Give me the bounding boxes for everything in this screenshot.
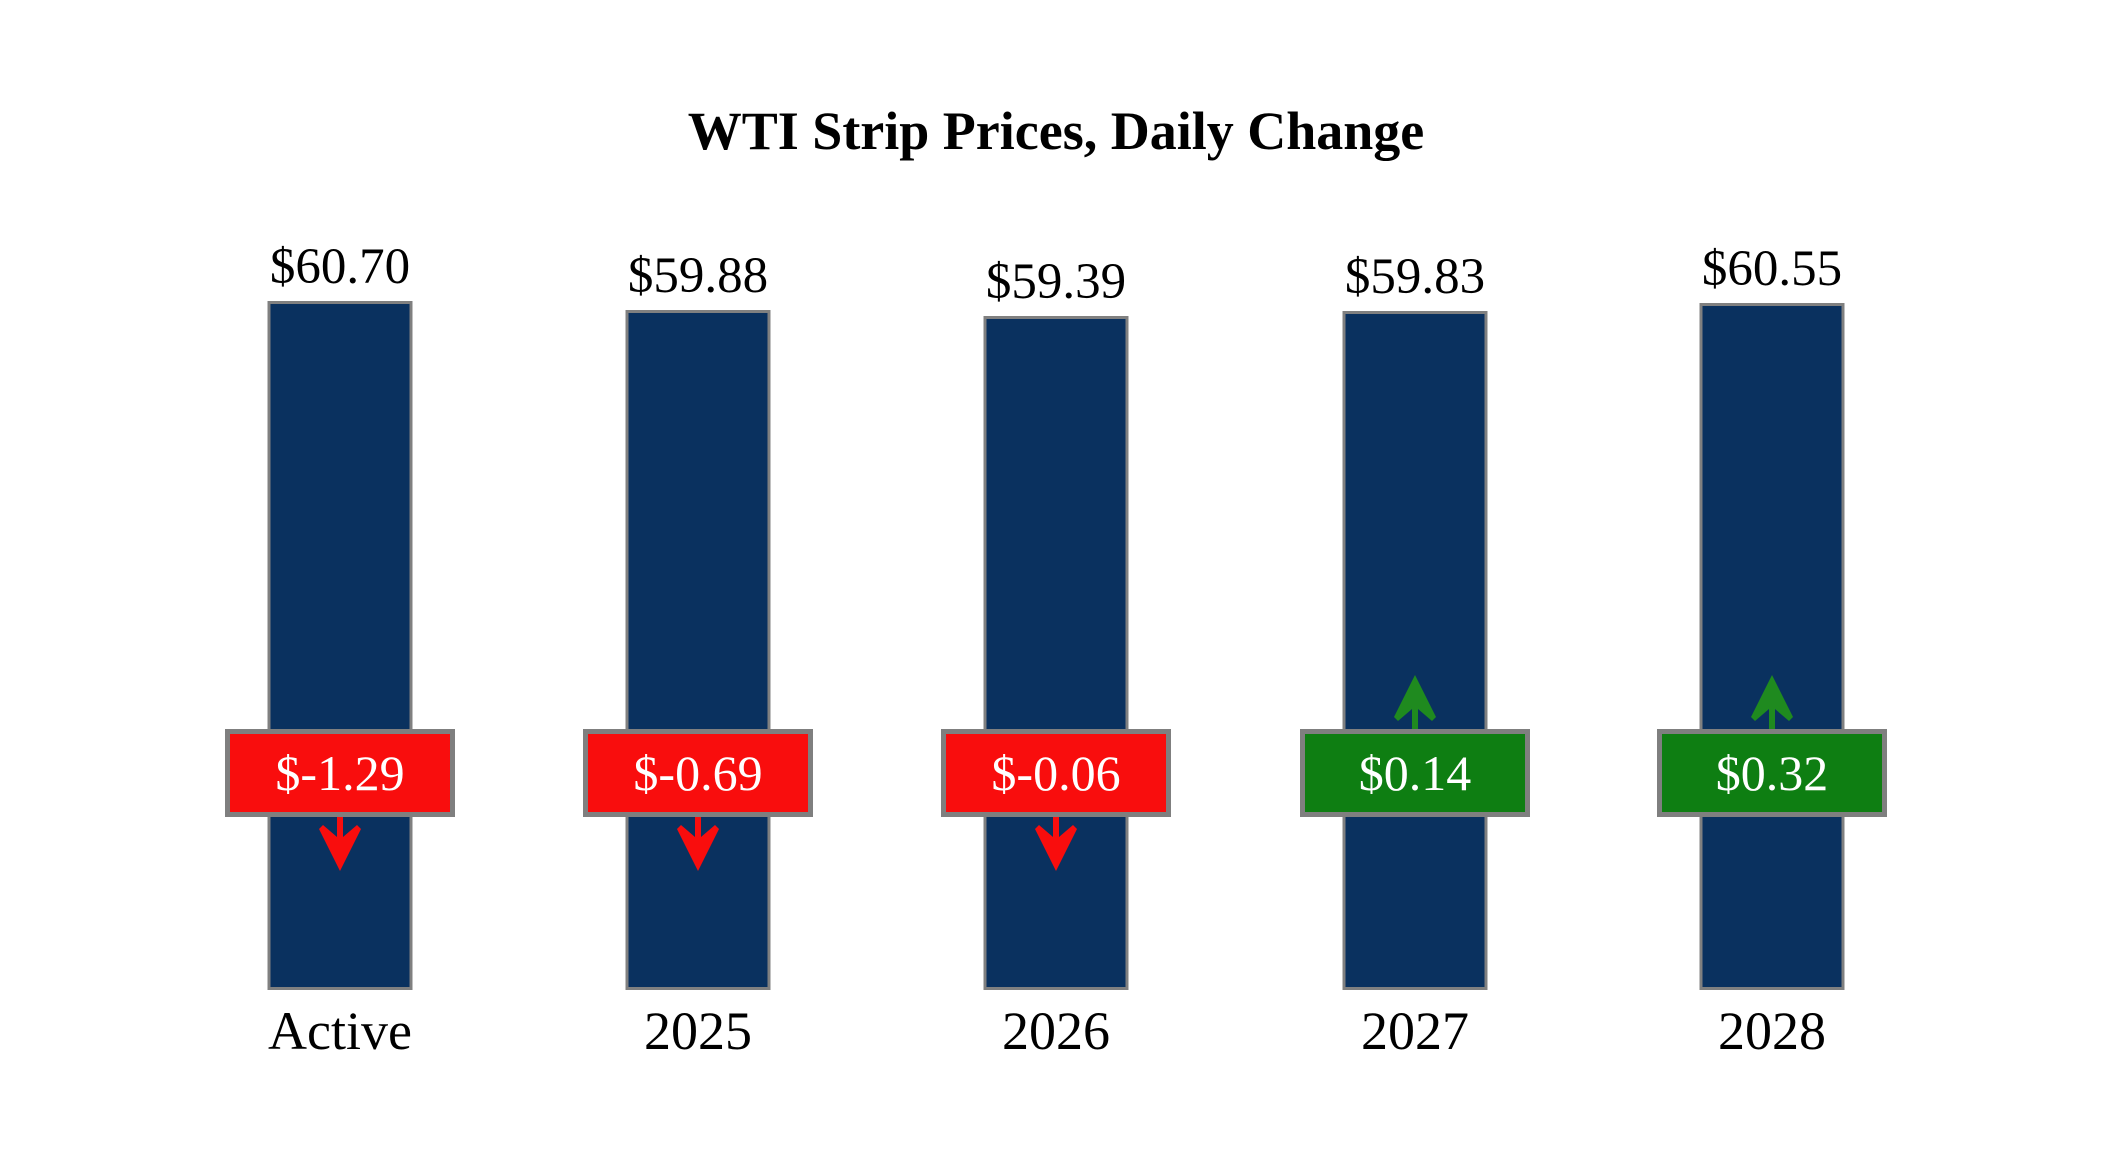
change-badge-label: $-1.29 xyxy=(275,745,405,801)
down-arrow-icon xyxy=(1035,813,1077,871)
price-bar xyxy=(1342,311,1488,990)
category-label: 2027 xyxy=(1361,1001,1469,1061)
bar-value-label: $59.39 xyxy=(985,254,1127,310)
chart-title: WTI Strip Prices, Daily Change xyxy=(687,101,1425,161)
bar-group: $59.39 $-0.06 2026 xyxy=(877,0,1235,1152)
bar-value-label: $59.88 xyxy=(627,248,769,304)
down-arrow-icon xyxy=(319,813,361,871)
price-bar xyxy=(983,316,1129,990)
bar-value-label: $60.55 xyxy=(1701,241,1843,297)
price-bar xyxy=(625,310,771,990)
bar-group: $59.83 $0.14 2027 xyxy=(1236,0,1594,1152)
price-bar xyxy=(267,301,413,990)
change-badge: $-0.69 xyxy=(583,729,813,817)
category-label: 2026 xyxy=(1002,1001,1110,1061)
bar-value-label: $60.70 xyxy=(269,239,411,295)
change-badge-label: $-0.06 xyxy=(991,745,1121,801)
up-arrow-icon xyxy=(1394,675,1436,733)
category-label: 2028 xyxy=(1718,1001,1826,1061)
bar-group: $60.55 $0.32 2028 xyxy=(1593,0,1951,1152)
change-badge: $0.14 xyxy=(1300,729,1530,817)
bar-group: $59.88 $-0.69 2025 xyxy=(519,0,877,1152)
change-badge: $-1.29 xyxy=(225,729,455,817)
change-badge: $0.32 xyxy=(1657,729,1887,817)
price-bar xyxy=(1699,303,1845,990)
up-arrow-icon xyxy=(1751,675,1793,733)
bar-group: $60.70 $-1.29 Active xyxy=(161,0,519,1152)
change-badge-label: $-0.69 xyxy=(633,745,763,801)
change-badge-label: $0.14 xyxy=(1358,745,1472,801)
bar-value-label: $59.83 xyxy=(1344,249,1486,305)
change-badge-label: $0.32 xyxy=(1715,745,1829,801)
category-label: Active xyxy=(268,1001,412,1061)
change-badge: $-0.06 xyxy=(941,729,1171,817)
down-arrow-icon xyxy=(677,813,719,871)
category-label: 2025 xyxy=(644,1001,752,1061)
